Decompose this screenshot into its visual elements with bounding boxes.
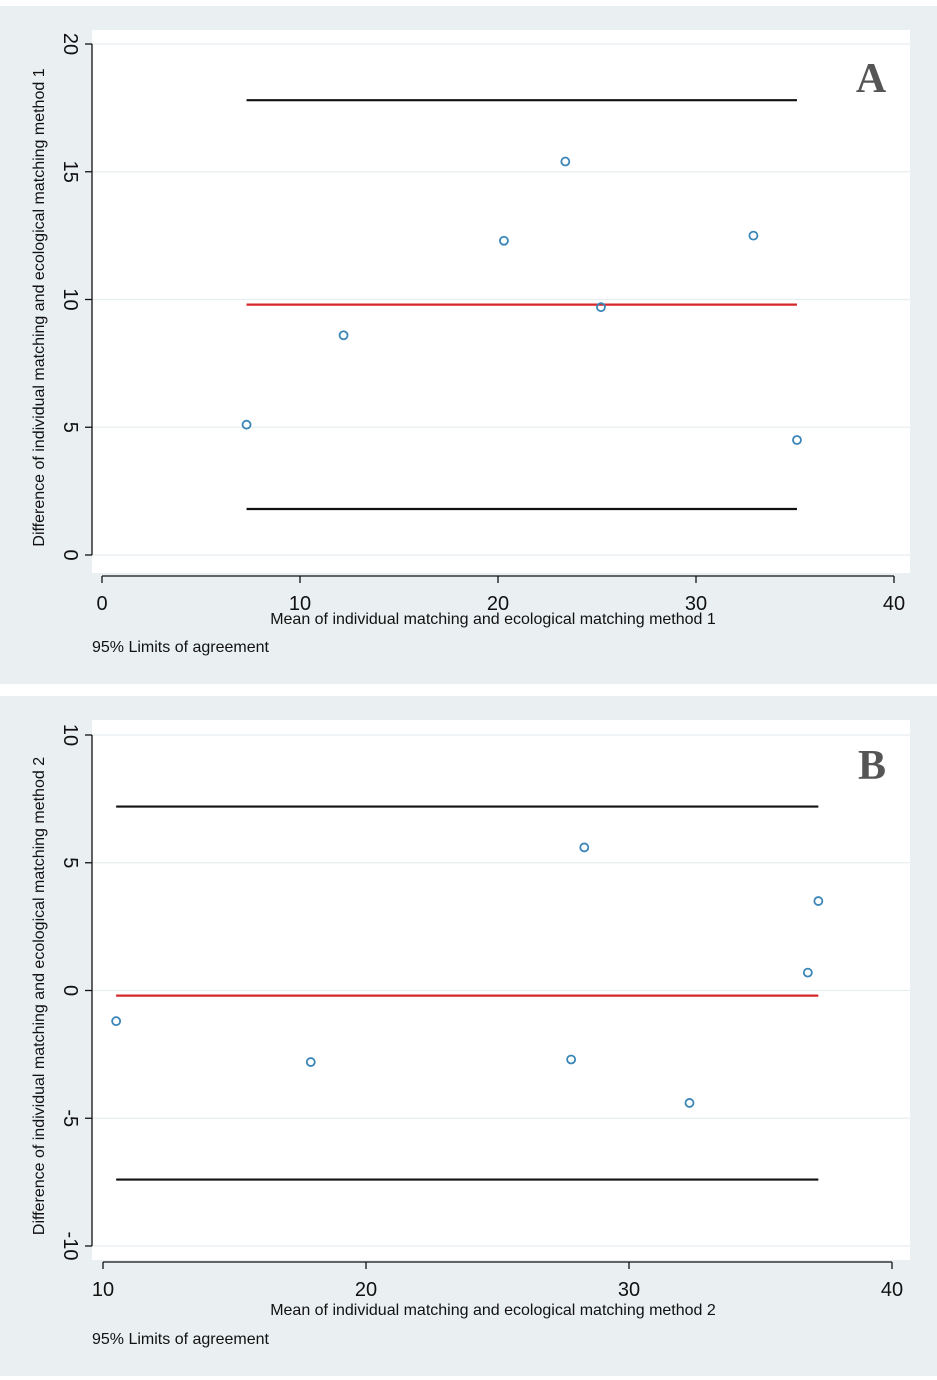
data-point-a bbox=[596, 302, 606, 313]
x-tick-label-b: 20 bbox=[355, 1279, 377, 1301]
panel-label-b: B bbox=[858, 743, 886, 789]
panel-label-a: A bbox=[856, 56, 887, 102]
y-tick-label-a: 0 bbox=[59, 549, 81, 560]
x-axis-title-b: Mean of individual matching and ecologic… bbox=[270, 1302, 716, 1319]
data-point-a bbox=[241, 419, 252, 430]
y-tick-label-b: -10 bbox=[59, 1232, 81, 1261]
y-tick-label-b: 10 bbox=[59, 724, 81, 746]
legend-note-a: 95% Limits of agreement bbox=[92, 639, 270, 656]
x-axis-title-a: Mean of individual matching and ecologic… bbox=[270, 611, 716, 628]
data-point-b bbox=[566, 1054, 577, 1065]
y-tick-label-a: 10 bbox=[59, 288, 81, 310]
y-tick-label-b: 5 bbox=[59, 857, 81, 868]
y-tick-label-a: 20 bbox=[59, 33, 81, 55]
x-tick-label-b: 30 bbox=[618, 1279, 640, 1301]
data-point-b bbox=[111, 1016, 122, 1027]
bland-altman-plot-a: 0 5 10 15 20 0 10 20 30 40 Mean of individual matc… bbox=[31, 30, 910, 656]
data-point-b bbox=[813, 896, 824, 906]
plot-area-a bbox=[92, 30, 910, 573]
y-tick-label-a: 15 bbox=[59, 161, 81, 183]
data-point-b bbox=[684, 1098, 695, 1108]
data-point-a bbox=[748, 230, 759, 241]
chart-panel-a: 0 5 10 15 20 0 10 20 30 40 Mean of individual matc… bbox=[0, 6, 937, 684]
legend-note-b: 95% Limits of agreement bbox=[92, 1331, 270, 1348]
y-tick-label-b: 0 bbox=[59, 985, 81, 996]
chart-panel-b: -10 -5 0 5 10 10 20 30 40 Mean of individual matc… bbox=[0, 696, 937, 1376]
data-point-a bbox=[560, 156, 571, 167]
x-tick-label-a: 20 bbox=[487, 593, 509, 615]
data-point-b bbox=[802, 967, 813, 978]
x-tick-label-b: 40 bbox=[881, 1279, 903, 1301]
data-point-a bbox=[499, 235, 509, 246]
data-point-a bbox=[338, 330, 349, 341]
y-tick-label-b: -5 bbox=[59, 1109, 81, 1127]
y-tick-label-a: 5 bbox=[59, 422, 81, 433]
bland-altman-plot-b: -10 -5 0 5 10 10 20 30 40 Mean of individual matc… bbox=[31, 720, 910, 1348]
x-tick-label-a: 10 bbox=[289, 593, 311, 615]
x-tick-label-a: 40 bbox=[883, 593, 905, 615]
y-axis-title-a: Difference of individual matching and ec… bbox=[31, 68, 48, 546]
y-axis-title-b: Difference of individual matching and ec… bbox=[31, 757, 48, 1235]
x-tick-label-a: 0 bbox=[96, 593, 107, 615]
data-point-b bbox=[305, 1057, 316, 1067]
data-point-a bbox=[792, 435, 802, 445]
x-tick-label-a: 30 bbox=[685, 593, 707, 615]
x-tick-label-b: 10 bbox=[92, 1279, 114, 1301]
data-point-b bbox=[579, 842, 590, 853]
